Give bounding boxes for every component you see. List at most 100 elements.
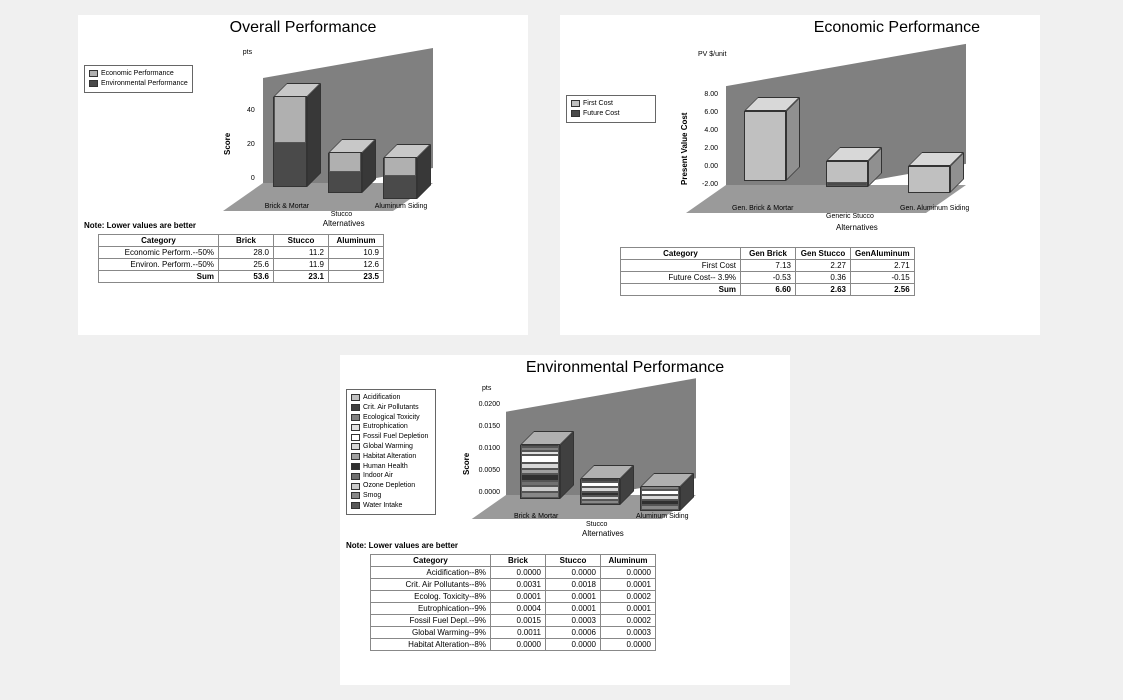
legend-label: Crit. Air Pollutants [363,403,419,413]
table-row: Economic Perform.--50%28.011.210.9 [99,247,384,259]
xcat: Gen. Brick & Mortar [732,205,793,212]
table-header: Brick [491,555,546,567]
env-x-label: Alternatives [582,529,624,538]
legend-swatch [351,443,360,450]
xcat: Stucco [331,211,352,218]
legend-swatch [89,70,98,77]
environmental-table: CategoryBrickStuccoAluminumAcidification… [370,554,656,651]
environmental-chart: pts Score 0.0000 0.0050 0.0100 0.0150 0.… [446,385,726,535]
table-cell: 0.0001 [601,603,656,615]
ytick: -2.00 [688,181,718,188]
overall-y-unit: pts [243,49,252,56]
table-cell: 2.63 [796,284,851,296]
economic-title: Economic Performance [560,19,1040,37]
env-bar-brick [520,445,560,499]
table-cell: Global Warming--9% [371,627,491,639]
table-cell: -0.53 [741,272,796,284]
economic-chart-row: First CostFuture Cost PV $/unit Present … [560,45,1040,225]
economic-bar-stucco [826,161,868,187]
table-cell: 0.0004 [491,603,546,615]
ytick: 0.0000 [470,489,500,496]
ytick: 40 [225,107,255,114]
table-row: Crit. Air Pollutants--8%0.00310.00180.00… [371,579,656,591]
legend-label: Human Health [363,462,408,472]
table-cell: 12.6 [329,259,384,271]
table-cell: First Cost [621,260,741,272]
economic-panel: Economic Performance First CostFuture Co… [560,15,1040,335]
legend-label: Ozone Depletion [363,481,415,491]
legend-swatch [89,80,98,87]
legend-swatch [571,110,580,117]
xcat: Aluminum Siding [636,513,689,520]
table-cell: 2.71 [851,260,915,272]
table-cell: -0.15 [851,272,915,284]
ytick: 6.00 [688,109,718,116]
table-header: Aluminum [329,235,384,247]
table-cell: 7.13 [741,260,796,272]
legend-label: Water Intake [363,501,402,511]
overall-panel: Overall Performance Economic Performance… [78,15,528,335]
environmental-note: Note: Lower values are better [346,541,790,550]
legend-swatch [351,463,360,470]
table-cell: Environ. Perform.--50% [99,259,219,271]
legend-swatch [351,483,360,490]
table-cell: 53.6 [219,271,274,283]
table-cell: 11.2 [274,247,329,259]
table-cell: 2.56 [851,284,915,296]
xcat: Aluminum Siding [375,203,428,210]
table-header: Aluminum [601,555,656,567]
overall-title: Overall Performance [78,19,528,37]
env-bar-aluminum [640,487,680,511]
table-row: Ecolog. Toxicity--8%0.00010.00010.0002 [371,591,656,603]
table-header: Category [621,248,741,260]
legend-item: Future Cost [571,109,651,119]
legend-item: Acidification [351,393,431,403]
table-cell: 0.0006 [546,627,601,639]
table-header: Category [99,235,219,247]
table-cell: 0.0001 [546,603,601,615]
ytick: 4.00 [688,127,718,134]
legend-label: Smog [363,491,381,501]
table-cell: 28.0 [219,247,274,259]
legend-swatch [351,414,360,421]
legend-swatch [351,404,360,411]
economic-chart: PV $/unit Present Value Cost -2.00 0.00 … [666,45,996,225]
table-row: Fossil Fuel Depl.--9%0.00150.00030.0002 [371,615,656,627]
ytick: 0.00 [688,163,718,170]
table-cell: 0.0015 [491,615,546,627]
xcat: Gen. Aluminum Siding [900,205,969,212]
legend-label: Fossil Fuel Depletion [363,432,428,442]
table-cell: 23.5 [329,271,384,283]
ytick: 20 [225,141,255,148]
legend-label: Eutrophication [363,422,408,432]
table-cell: 0.0001 [546,591,601,603]
table-header: Gen Brick [741,248,796,260]
table-header: Category [371,555,491,567]
economic-bar-aluminum [908,166,950,193]
legend-label: Economic Performance [101,69,174,79]
table-row: Global Warming--9%0.00110.00060.0003 [371,627,656,639]
table-row: Sum6.602.632.56 [621,284,915,296]
env-bar-stucco [580,479,620,505]
table-cell: 0.0001 [491,591,546,603]
table-cell: 0.0003 [546,615,601,627]
economic-bar-brick [744,111,786,181]
legend-label: Future Cost [583,109,620,119]
legend-swatch [351,434,360,441]
table-cell: 23.1 [274,271,329,283]
environmental-chart-row: AcidificationCrit. Air PollutantsEcologi… [340,385,790,535]
table-cell: 0.0000 [601,639,656,651]
legend-swatch [351,473,360,480]
xcat: Brick & Mortar [265,203,309,210]
legend-item: Eutrophication [351,422,431,432]
legend-label: Acidification [363,393,400,403]
environmental-panel: Environmental Performance AcidificationC… [340,355,790,685]
legend-item: Global Warming [351,442,431,452]
legend-label: Environmental Performance [101,79,188,89]
overall-legend: Economic PerformanceEnvironmental Perfor… [84,65,193,93]
legend-label: Ecological Toxicity [363,413,420,423]
table-row: Habitat Alteration--8%0.00000.00000.0000 [371,639,656,651]
ytick: 0.0200 [470,401,500,408]
legend-item: Water Intake [351,501,431,511]
table-header: Gen Stucco [796,248,851,260]
